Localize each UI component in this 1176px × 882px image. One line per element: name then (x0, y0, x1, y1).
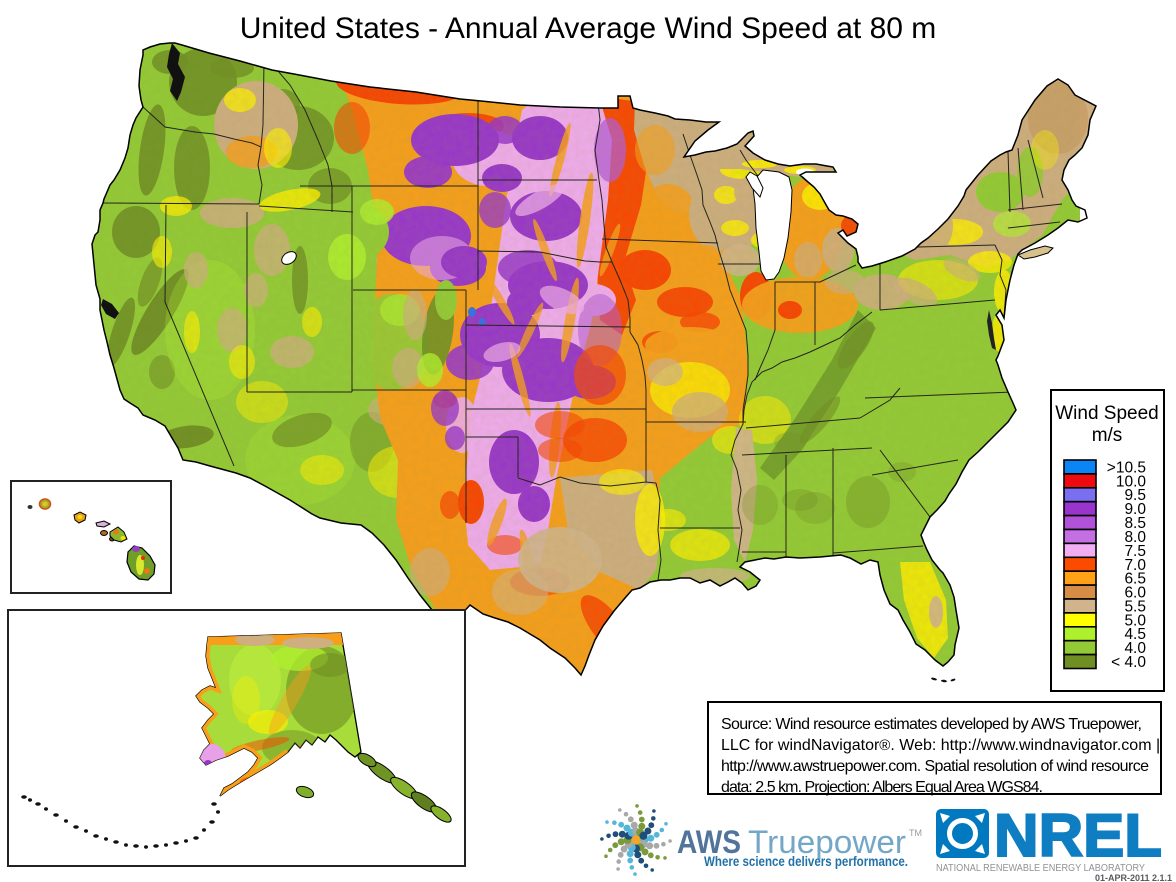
svg-text:< 4.0: < 4.0 (1111, 654, 1146, 671)
svg-text:5.5: 5.5 (1124, 599, 1146, 616)
svg-text:NATIONAL RENEWABLE ENERGY LABO: NATIONAL RENEWABLE ENERGY LABORATORY (936, 862, 1145, 874)
svg-text:9.0: 9.0 (1124, 501, 1146, 518)
svg-text:6.5: 6.5 (1124, 571, 1146, 588)
svg-text:LLC for windNavigator®. Web: h: LLC for windNavigator®. Web: http://www.… (721, 737, 1160, 754)
svg-text:7.5: 7.5 (1124, 543, 1146, 560)
svg-text:m/s: m/s (1092, 425, 1123, 446)
svg-text:http://www.awstruepower.com. S: http://www.awstruepower.com. Spatial res… (721, 758, 1149, 775)
svg-text:01-APR-2011 2.1.1: 01-APR-2011 2.1.1 (1095, 873, 1172, 882)
svg-text:>10.5: >10.5 (1107, 459, 1146, 476)
svg-text:8.0: 8.0 (1124, 529, 1146, 546)
svg-text:10.0: 10.0 (1116, 473, 1147, 490)
svg-text:9.5: 9.5 (1124, 487, 1146, 504)
svg-text:8.5: 8.5 (1124, 515, 1146, 532)
svg-text:NREL: NREL (994, 802, 1162, 869)
svg-text:4.5: 4.5 (1124, 626, 1146, 643)
svg-text:data: 2.5 km. Projection: Albe: data: 2.5 km. Projection: Albers Equal A… (721, 779, 1043, 796)
svg-text:5.0: 5.0 (1124, 612, 1146, 629)
svg-text:United States - Annual Average: United States - Annual Average Wind Spee… (240, 12, 937, 45)
svg-text:4.0: 4.0 (1124, 640, 1146, 657)
svg-text:Wind Speed: Wind Speed (1055, 403, 1159, 424)
svg-text:6.0: 6.0 (1124, 585, 1146, 602)
svg-text:AWS: AWS (677, 824, 741, 860)
svg-text:Where science delivers perform: Where science delivers performance. (704, 854, 908, 869)
svg-text:Source: Wind resource estimate: Source: Wind resource estimates develope… (721, 716, 1142, 733)
svg-text:Truepower: Truepower (748, 824, 906, 860)
svg-text:7.0: 7.0 (1124, 557, 1146, 574)
svg-text:TM: TM (909, 828, 922, 838)
